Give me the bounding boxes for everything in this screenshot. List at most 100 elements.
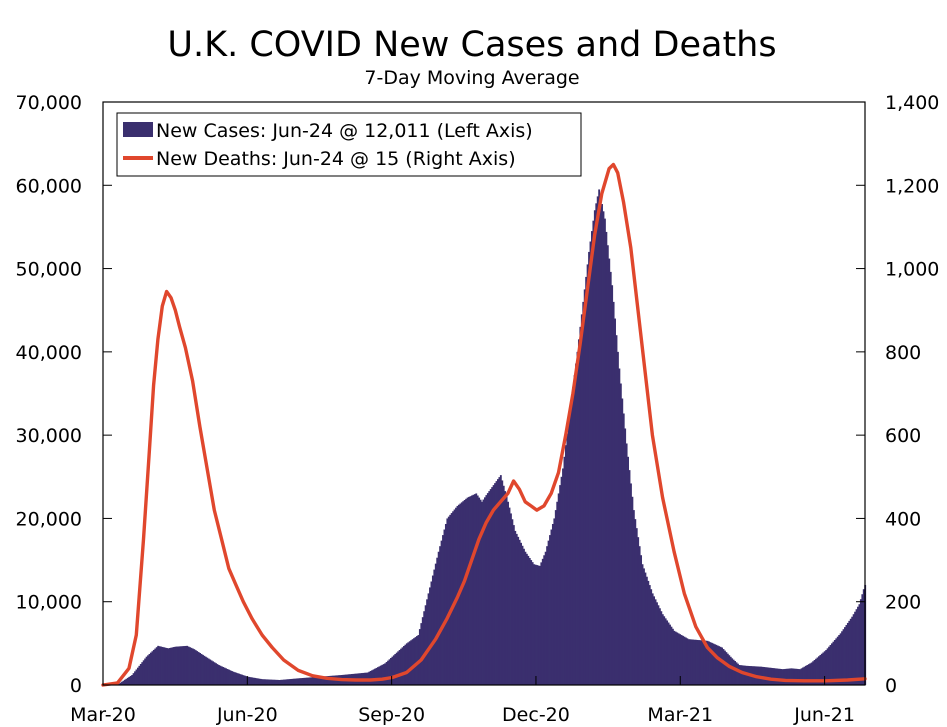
cases-bar xyxy=(384,663,387,685)
cases-bar xyxy=(809,663,812,685)
cases-bar xyxy=(398,650,401,685)
cases-bar xyxy=(861,594,864,685)
cases-bar xyxy=(309,677,311,685)
cases-bar xyxy=(621,398,624,685)
cases-bar xyxy=(803,666,806,685)
cases-bar xyxy=(450,513,453,685)
cases-bar xyxy=(666,620,669,685)
cases-bar xyxy=(708,641,710,685)
cases-bar xyxy=(739,665,742,685)
cases-bar xyxy=(790,668,793,685)
cases-bar xyxy=(184,645,187,685)
right-axis: 0 200 400 600 800 1,000 1,200 1,400 xyxy=(856,92,939,697)
cases-bar xyxy=(168,648,171,685)
cases-bar xyxy=(725,652,728,685)
cases-bar xyxy=(518,539,521,685)
cases-bar xyxy=(400,648,402,685)
cases-bar xyxy=(855,609,858,685)
cases-bar xyxy=(791,668,794,685)
cases-bar xyxy=(647,580,650,685)
cases-bar xyxy=(797,669,800,685)
cases-bar xyxy=(486,493,489,685)
cases-bar xyxy=(679,634,682,685)
cases-bar xyxy=(497,479,499,685)
cases-bar xyxy=(255,678,258,685)
cases-bar xyxy=(820,653,823,685)
cases-bar xyxy=(667,622,670,685)
cases-bar xyxy=(313,677,316,685)
cases-bar xyxy=(719,646,722,685)
cases-bar xyxy=(460,502,463,685)
cases-bar xyxy=(434,563,437,685)
cases-bar xyxy=(854,611,857,685)
cases-bar xyxy=(832,641,835,685)
cases-bar xyxy=(498,477,501,685)
cases-bar xyxy=(703,640,706,685)
cases-bar xyxy=(417,635,420,685)
cases-bar xyxy=(272,679,275,685)
cases-bar xyxy=(304,677,307,685)
cases-bar xyxy=(379,665,382,685)
cases-bar xyxy=(838,635,841,685)
cases-bar xyxy=(145,656,148,685)
cases-bar xyxy=(536,565,538,685)
cases-bar xyxy=(228,669,230,685)
cases-bar xyxy=(676,632,679,685)
cases-bar xyxy=(690,639,693,685)
cases-bar xyxy=(767,667,770,685)
cases-bar xyxy=(687,639,690,685)
cases-bar xyxy=(177,646,180,685)
cases-bar xyxy=(828,646,830,685)
cases-bar xyxy=(812,661,815,685)
x-tick-label: Mar-20 xyxy=(70,704,136,726)
cases-bar xyxy=(579,326,582,685)
cases-bar xyxy=(217,665,220,685)
cases-bar xyxy=(160,646,162,685)
cases-bar xyxy=(181,646,184,685)
cases-bar xyxy=(226,669,229,685)
cases-bar xyxy=(793,668,796,685)
cases-bar xyxy=(706,640,709,685)
cases-bar xyxy=(429,587,431,685)
cases-bar xyxy=(559,485,562,685)
cases-bar xyxy=(645,576,648,685)
cases-bar xyxy=(630,483,632,685)
cases-bar xyxy=(420,623,423,685)
cases-bar xyxy=(470,495,473,685)
left-tick-label: 60,000 xyxy=(16,175,82,197)
cases-bar xyxy=(314,677,317,685)
cases-bar xyxy=(149,652,152,685)
cases-bar xyxy=(609,271,612,685)
cases-bar xyxy=(773,668,776,685)
cases-bar xyxy=(705,640,708,685)
cases-bar xyxy=(781,669,784,685)
cases-bar xyxy=(206,657,209,685)
cases-bar xyxy=(588,251,590,685)
cases-bar xyxy=(452,511,455,685)
cases-bar xyxy=(322,676,324,685)
cases-bar xyxy=(167,648,170,685)
cases-bar xyxy=(718,646,721,685)
cases-bar xyxy=(504,491,507,685)
cases-bar xyxy=(822,652,825,685)
cases-bar xyxy=(154,648,157,685)
cases-bar xyxy=(715,644,718,685)
cases-bar xyxy=(765,667,768,685)
cases-bar xyxy=(857,606,859,685)
cases-bar xyxy=(618,368,621,685)
cases-bar xyxy=(232,671,235,685)
cases-bar xyxy=(394,654,397,685)
cases-bar xyxy=(541,558,544,685)
cases-bar xyxy=(164,647,167,685)
cases-bar xyxy=(121,681,123,685)
cases-bar xyxy=(170,647,173,685)
cases-bar xyxy=(794,668,797,685)
cases-bar xyxy=(804,665,807,685)
cases-bar xyxy=(572,386,575,685)
cases-bar xyxy=(683,636,686,685)
cases-bar xyxy=(466,497,469,685)
left-tick-label: 0 xyxy=(70,675,82,697)
cases-bar xyxy=(303,677,306,685)
cases-bar xyxy=(643,568,645,685)
cases-bar xyxy=(635,528,638,685)
